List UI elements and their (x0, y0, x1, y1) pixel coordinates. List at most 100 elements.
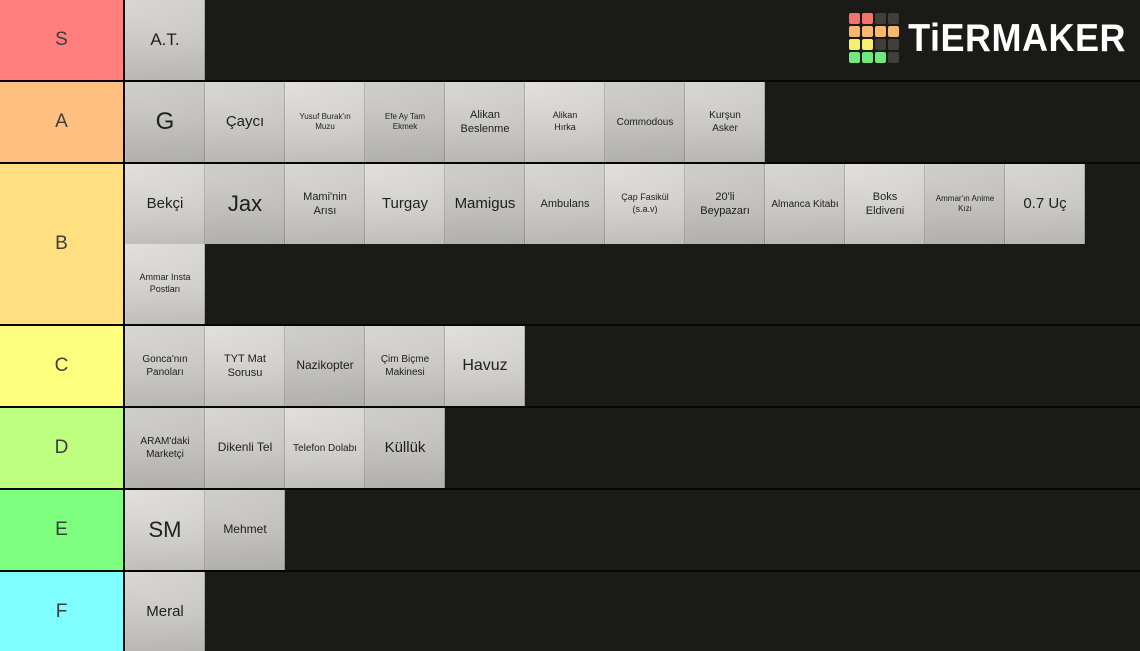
logo-square (888, 13, 900, 24)
tier-item[interactable]: Bekçi (125, 164, 205, 244)
tier-item[interactable]: Küllük (365, 408, 445, 488)
tier-item-label: Küllük (384, 439, 426, 457)
tier-item[interactable]: Efe Ay Tam Ekmek (365, 82, 445, 162)
tier-item[interactable]: Mamigus (445, 164, 525, 244)
tier-row-d: D ARAM'daki Marketçi Dikenli Tel Telefon Do… (0, 408, 1140, 490)
tier-label: D (0, 408, 125, 488)
tier-item[interactable]: Jax (205, 164, 285, 244)
tier-item-label: Mehmet (223, 522, 267, 537)
logo-square (862, 13, 874, 24)
logo-square (888, 26, 900, 37)
tier-item-label: Meral (146, 603, 184, 621)
logo-square (875, 52, 887, 63)
tier-items-area: A.T. (125, 0, 1140, 80)
tier-item-label: Çaycı (225, 113, 265, 131)
tier-item-label: Gonca'nın Panoları (142, 354, 188, 378)
logo-square (849, 52, 861, 63)
tier-item[interactable]: Ammar'ın Anime Kızı (925, 164, 1005, 244)
tier-item-label: Kurşun Asker (709, 110, 741, 134)
tier-items-area: G Çaycı Yusuf Burak'ın Muzu Efe Ay Tam Ekme… (125, 82, 1140, 162)
tier-items-area: ARAM'daki Marketçi Dikenli Tel Telefon Dol… (125, 408, 1140, 488)
tier-item[interactable]: SM (125, 490, 205, 570)
tier-label: C (0, 326, 125, 406)
tier-row-c: C Gonca'nın Panoları TYT Mat Sorusu Nazikop… (0, 326, 1140, 408)
tier-item-label: Boks Eldiveni (865, 190, 905, 217)
tier-item-label: Ammar'ın Anime Kızı (935, 193, 995, 213)
tier-row-b: B Bekçi Jax Mami'nin Arısı Turgay Mamigus Ambu… (0, 164, 1140, 326)
tiermaker-grid-icon (849, 13, 900, 63)
tier-item-label: Ammar Insta Postları (139, 272, 191, 294)
tier-item[interactable]: Turgay (365, 164, 445, 244)
tier-item[interactable]: Nazikopter (285, 326, 365, 406)
tier-item[interactable]: Mehmet (205, 490, 285, 570)
tier-item[interactable]: G (125, 82, 205, 162)
tier-item[interactable]: 0.7 Uç (1005, 164, 1085, 244)
logo-square (849, 26, 861, 37)
tier-item-label: Bekçi (146, 195, 184, 213)
tier-item-label: Almanca Kitabı (771, 198, 839, 210)
tier-item-label: Ambulans (540, 197, 590, 210)
logo-square (849, 39, 861, 50)
tier-items-area: SM Mehmet (125, 490, 1140, 570)
tier-item[interactable]: ARAM'daki Marketçi (125, 408, 205, 488)
tier-item[interactable]: Çaycı (205, 82, 285, 162)
tier-item[interactable]: Alikan Hırka (525, 82, 605, 162)
tier-item[interactable]: A.T. (125, 0, 205, 80)
logo-square (862, 39, 874, 50)
tier-item[interactable]: Almanca Kitabı (765, 164, 845, 244)
tier-item-label: Efe Ay Tam Ekmek (384, 111, 426, 131)
tier-item[interactable]: Meral (125, 572, 205, 651)
tier-item[interactable]: Alikan Beslenme (445, 82, 525, 162)
tier-item[interactable]: Ambulans (525, 164, 605, 244)
tier-item[interactable]: Havuz (445, 326, 525, 406)
logo-square (875, 39, 887, 50)
tier-item[interactable]: Dikenli Tel (205, 408, 285, 488)
tier-item-label: Alikan Hırka (552, 110, 578, 132)
tier-label: S (0, 0, 125, 80)
tier-items-area: Gonca'nın Panoları TYT Mat Sorusu Nazikopt… (125, 326, 1140, 406)
tier-item[interactable]: Telefon Dolabı (285, 408, 365, 488)
logo-square (862, 26, 874, 37)
tier-items-area: Bekçi Jax Mami'nin Arısı Turgay Mamigus Ambul… (125, 164, 1140, 324)
tier-item-label: TYT Mat Sorusu (224, 352, 266, 379)
tier-item-label: 20'li Beypazarı (700, 190, 750, 217)
tier-row-s: S A.T. (0, 0, 1140, 82)
tier-item[interactable]: Gonca'nın Panoları (125, 326, 205, 406)
tier-item-label: SM (148, 516, 182, 542)
tier-item[interactable]: Mami'nin Arısı (285, 164, 365, 244)
tier-item[interactable]: Commodous (605, 82, 685, 162)
tier-item-label: Turgay (381, 195, 429, 213)
tier-item[interactable]: Çim Biçme Makinesi (365, 326, 445, 406)
tier-label: A (0, 82, 125, 162)
tier-item[interactable]: Kurşun Asker (685, 82, 765, 162)
tier-item[interactable]: Ammar Insta Postları (125, 244, 205, 324)
logo-square (875, 26, 887, 37)
tier-item-label: Jax (227, 190, 263, 216)
tiermaker-logo: TiERMAKER (849, 13, 1126, 63)
tier-item[interactable]: Yusuf Burak'ın Muzu (285, 82, 365, 162)
tier-label: F (0, 572, 125, 651)
tier-item[interactable]: Çap Fasikül (s.a.v) (605, 164, 685, 244)
tier-item-label: Mamigus (454, 195, 516, 213)
tier-item-label: Nazikopter (296, 358, 354, 373)
tier-item-label: Yusuf Burak'ın Muzu (299, 111, 351, 131)
tier-item[interactable]: Boks Eldiveni (845, 164, 925, 244)
tier-item-label: A.T. (150, 29, 180, 49)
logo-square (849, 13, 861, 24)
tier-item[interactable]: 20'li Beypazarı (685, 164, 765, 244)
tier-items-area: Meral (125, 572, 1140, 651)
tier-row-a: A G Çaycı Yusuf Burak'ın Muzu Efe Ay Tam Ekm… (0, 82, 1140, 164)
logo-square (862, 52, 874, 63)
tier-row-e: E SM Mehmet (0, 490, 1140, 572)
tier-item-label: Mami'nin Arısı (303, 190, 347, 217)
tier-item-label: G (155, 108, 175, 136)
logo-square (875, 13, 887, 24)
tier-item[interactable]: TYT Mat Sorusu (205, 326, 285, 406)
logo-square (888, 39, 900, 50)
tier-label: E (0, 490, 125, 570)
tier-item-label: 0.7 Uç (1023, 195, 1067, 213)
tiermaker-wordmark: TiERMAKER (908, 15, 1126, 60)
tier-item-label: Havuz (462, 356, 508, 374)
tier-row-f: F Meral (0, 572, 1140, 651)
